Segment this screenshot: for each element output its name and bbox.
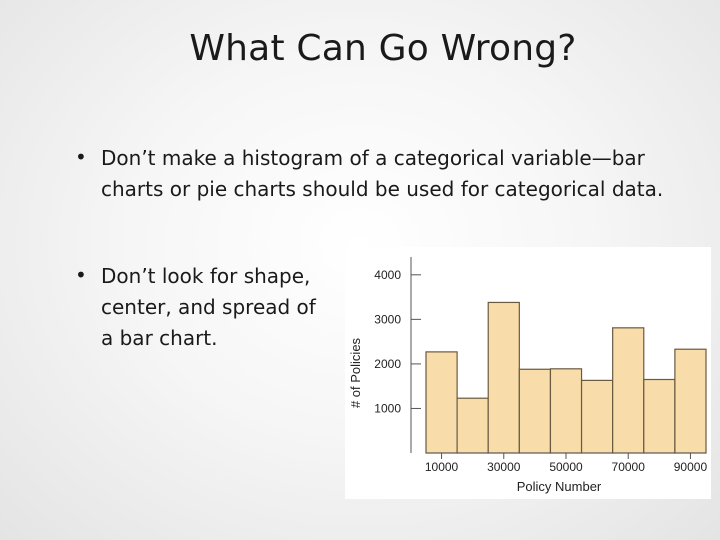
bullet-text-1: Don’t make a histogram of a categorical … [101, 146, 664, 201]
chart-svg: 1000 2000 3000 4000 # of Policies 10000 30000 5… [348, 257, 708, 494]
histogram-bar [549, 368, 583, 454]
x-axis-title: Policy Number [517, 479, 602, 494]
histogram-bar [456, 397, 489, 454]
histogram-chart: 1000 2000 3000 4000 # of Policies 10000 30000 5… [345, 247, 711, 499]
histogram-bar [487, 301, 520, 454]
histogram-bar [580, 379, 614, 454]
bullet-dot: • [75, 145, 87, 169]
histogram-bar [674, 348, 707, 454]
histogram-bar [518, 368, 552, 454]
y-tick-label: 1000 [374, 401, 401, 415]
x-tick-label: 70000 [612, 460, 646, 474]
bullet-dot: • [75, 263, 87, 287]
x-tick-label: 50000 [549, 460, 583, 474]
histogram-bar [612, 327, 645, 454]
slide-title: What Can Go Wrong? [189, 28, 577, 69]
y-axis-title: # of Policies [348, 337, 363, 408]
x-tick-label: 30000 [487, 460, 521, 474]
histogram-bar [643, 378, 676, 454]
y-tick-label: 4000 [374, 268, 401, 282]
y-tick-label: 2000 [374, 357, 401, 371]
bullet-item-1: • Don’t make a histogram of a categorica… [75, 143, 711, 205]
y-tick-label: 3000 [374, 312, 401, 326]
histogram-bar [425, 351, 458, 454]
bullet-item-2: • Don’t look for shape, center, and spre… [75, 261, 331, 354]
x-tick-label: 10000 [425, 460, 459, 474]
x-tick-label: 90000 [674, 460, 708, 474]
bullet-text-2: Don’t look for shape, center, and spread… [101, 264, 316, 350]
